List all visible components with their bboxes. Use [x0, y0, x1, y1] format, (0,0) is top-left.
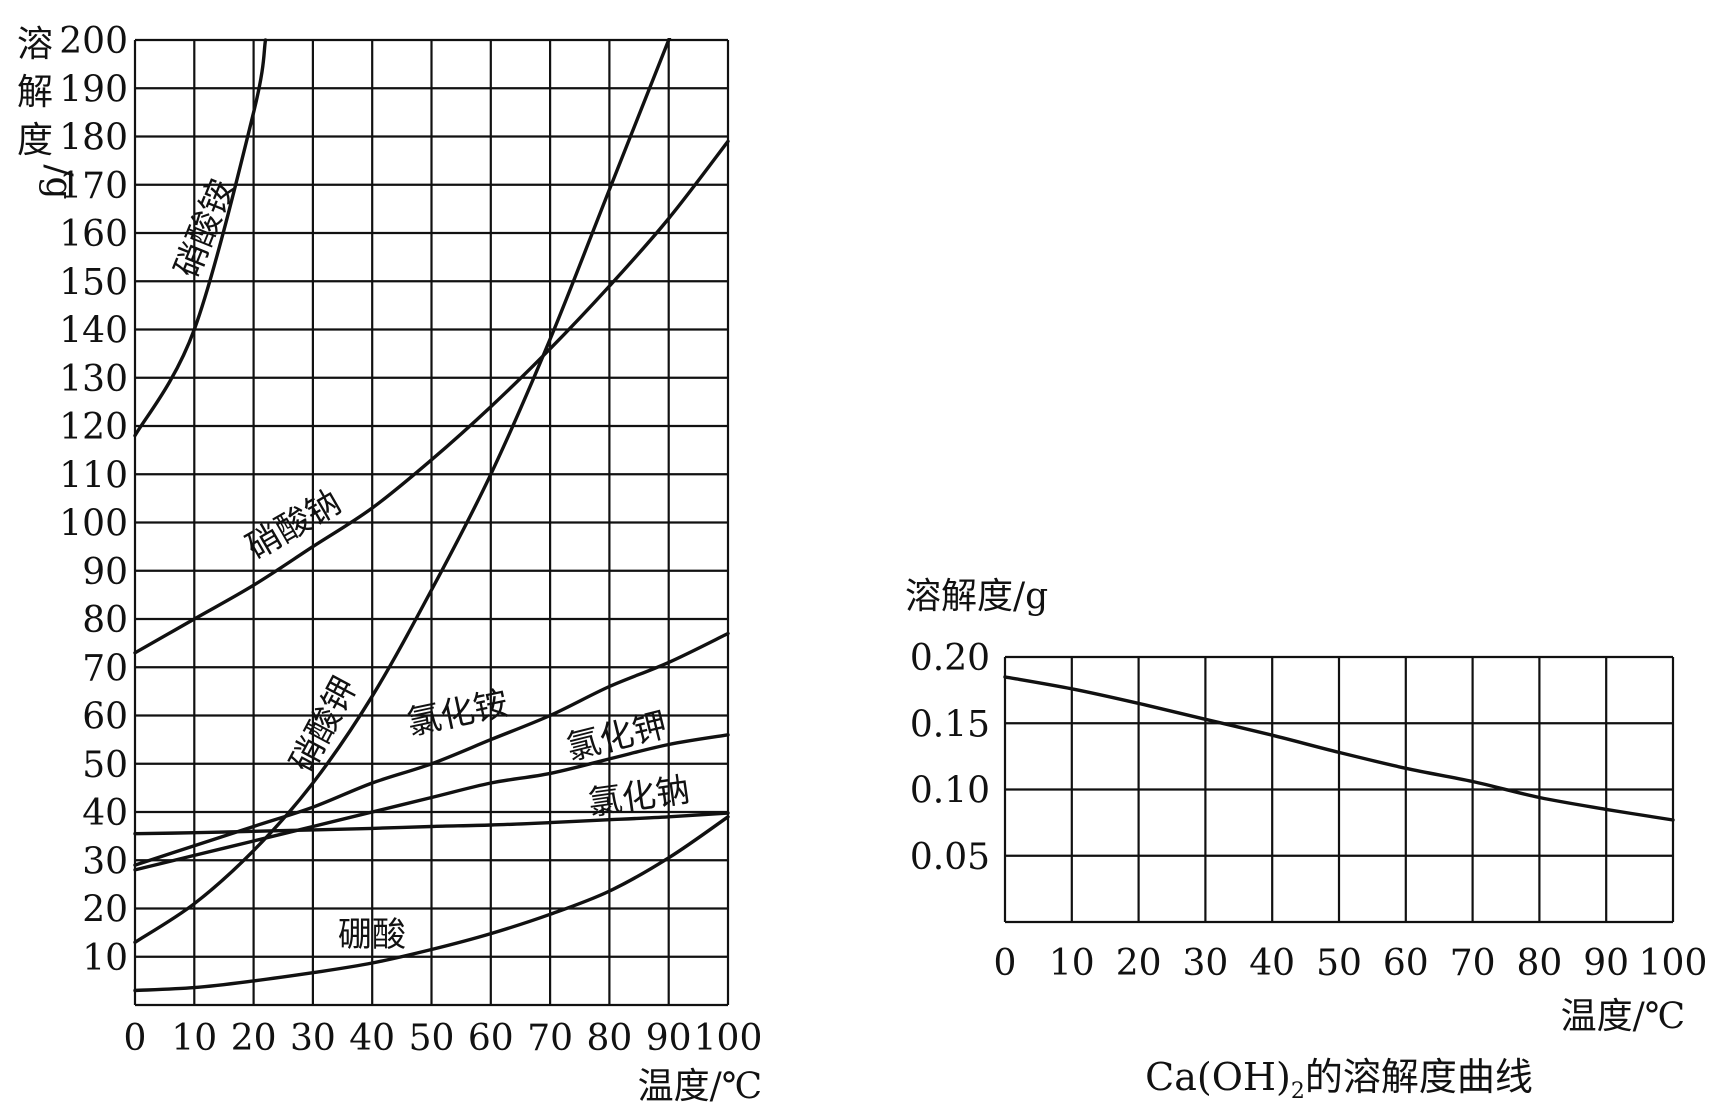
right-x-tick-label: 100: [1639, 943, 1708, 984]
left-y-axis-label-char: 溶: [17, 24, 53, 65]
right-x-tick-label: 80: [1516, 943, 1562, 984]
left-y-tick-label: 150: [59, 262, 128, 303]
left-y-tick-label: 120: [59, 407, 128, 448]
curve-ammonium-chloride: [133, 631, 730, 867]
curve-calcium-hydroxide: [1003, 675, 1675, 822]
right-y-axis-label: 溶解度/g: [905, 576, 1048, 617]
left-x-tick-label: 60: [468, 1018, 514, 1059]
right-x-tick-label: 70: [1450, 943, 1496, 984]
left-y-tick-label: 20: [82, 890, 128, 931]
left-y-tick-label: 70: [82, 648, 128, 689]
series-label: 硼酸: [338, 915, 406, 955]
left-y-tick-label: 30: [82, 841, 128, 882]
right-chart-title: Ca(OH)2的溶解度曲线: [1145, 1055, 1533, 1104]
left-x-tick-label: 0: [124, 1018, 147, 1059]
curve-boric-acid: [133, 815, 730, 993]
left-x-axis-label: 温度/℃: [638, 1066, 762, 1107]
curve-sodium-nitrate: [133, 139, 730, 655]
right-x-tick-label: 30: [1182, 943, 1228, 984]
right-x-tick-label: 60: [1383, 943, 1429, 984]
right-x-tick-label: 40: [1249, 943, 1295, 984]
left-x-tick-label: 30: [290, 1018, 336, 1059]
right-y-tick-label: 0.10: [910, 771, 990, 812]
left-y-tick-label: 10: [82, 938, 128, 979]
left-x-tick-label: 50: [409, 1018, 455, 1059]
right-x-tick-label: 10: [1049, 943, 1095, 984]
left-y-tick-label: 50: [82, 745, 128, 786]
left-y-tick-label: 80: [82, 600, 128, 641]
left-y-tick-label: 180: [59, 118, 128, 159]
left-x-tick-label: 40: [349, 1018, 395, 1059]
left-x-tick-label: 80: [586, 1018, 632, 1059]
curve-sodium-chloride: [133, 811, 730, 836]
left-y-tick-label: 130: [59, 359, 128, 400]
right-chart: 0 10 20 30 40 50 60 70 80 90 100 0.05 0.10 0.15 0.20 溶解…: [905, 576, 1707, 1104]
left-y-axis-label: 溶解度/g: [17, 24, 79, 200]
left-y-axis-label-char: 解: [17, 72, 53, 113]
right-x-tick-label: 90: [1583, 943, 1629, 984]
right-x-tick-label: 0: [994, 943, 1017, 984]
curve-potassium-nitrate: [133, 38, 672, 944]
left-x-tick-label: 70: [527, 1018, 573, 1059]
left-y-tick-label: 90: [82, 552, 128, 593]
left-y-tick-label: 200: [59, 21, 128, 62]
left-y-tick-label: 140: [59, 311, 128, 352]
curve-ammonium-nitrate: [133, 38, 268, 438]
left-y-tick-label: 40: [82, 793, 128, 834]
series-label: 硝酸铵: [167, 174, 242, 284]
left-x-tick-label: 90: [646, 1018, 692, 1059]
left-y-tick-label: 60: [82, 697, 128, 738]
right-x-tick-label: 20: [1116, 943, 1162, 984]
left-y-tick-label: 110: [59, 455, 128, 496]
left-y-tick-label: 190: [59, 69, 128, 110]
left-x-tick-label: 100: [694, 1018, 763, 1059]
right-y-tick-label: 0.15: [910, 704, 990, 745]
right-y-tick-label: 0.20: [910, 638, 990, 679]
right-y-tick-label: 0.05: [910, 837, 990, 878]
left-y-axis-label-unit: /g: [38, 164, 79, 199]
right-x-tick-label: 50: [1316, 943, 1362, 984]
series-label: 硝酸钠: [240, 482, 348, 568]
curve-potassium-chloride: [133, 733, 730, 872]
left-x-tick-label: 10: [171, 1018, 217, 1059]
left-y-tick-label: 160: [59, 214, 128, 255]
left-y-tick-label: 170: [59, 166, 128, 207]
right-x-axis-label: 温度/℃: [1561, 996, 1685, 1037]
left-y-tick-label: 100: [59, 504, 128, 545]
left-chart: 0 10 20 30 40 50 60 70 80 90 100102030405060708090…: [17, 21, 762, 1107]
left-x-tick-label: 20: [231, 1018, 277, 1059]
left-y-axis-label-char: 度: [17, 120, 53, 161]
series-label: 氯化铵: [404, 683, 512, 743]
